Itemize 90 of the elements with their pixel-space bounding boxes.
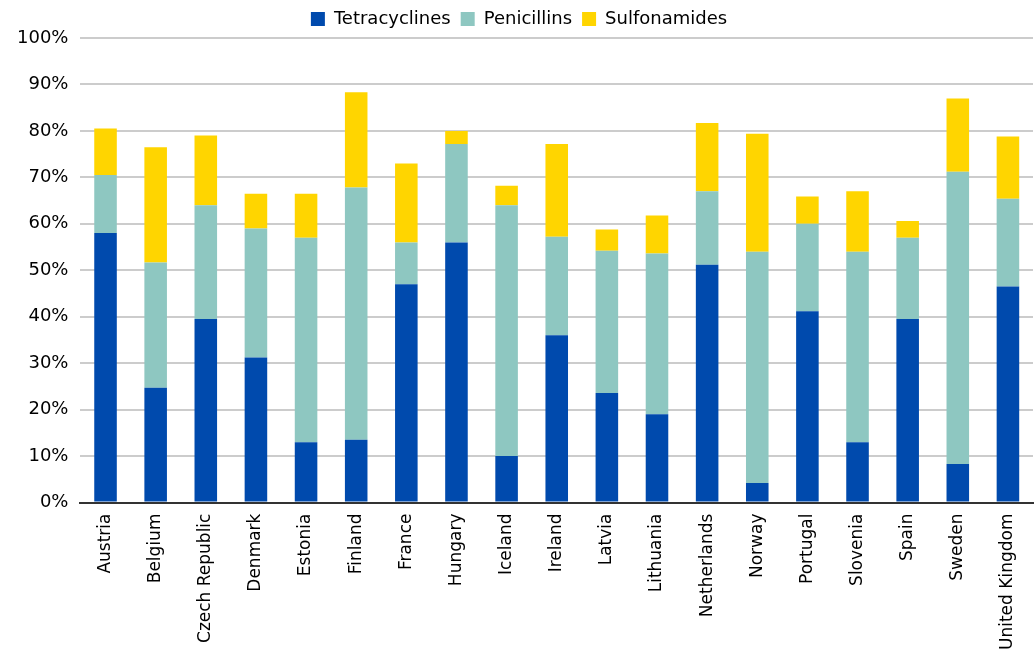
bar — [344, 439, 368, 502]
y-tick-label: 60% — [28, 211, 69, 233]
bar — [896, 237, 919, 320]
bar — [94, 128, 117, 176]
x-tick-label: Belgium — [144, 513, 165, 584]
bar — [244, 228, 268, 358]
legend-label: Sulfonamides — [605, 6, 728, 28]
bar — [796, 223, 819, 312]
x-tick-label: Norway — [745, 513, 766, 579]
x-tick-label: United Kingdom — [996, 513, 1017, 650]
bar — [595, 392, 619, 502]
x-tick-label: Finland — [344, 513, 365, 575]
x-tick-label: Ireland — [545, 513, 566, 573]
bar — [896, 319, 919, 502]
bar — [94, 233, 117, 502]
x-tick-label: Portugal — [795, 513, 816, 584]
bar — [946, 171, 970, 464]
x-tick-label: Slovenia — [845, 513, 866, 586]
bar — [996, 286, 1020, 502]
bar — [194, 319, 218, 502]
bar — [996, 198, 1020, 287]
bar — [344, 92, 368, 188]
x-tick-label: Estonia — [294, 513, 315, 577]
bar — [645, 215, 669, 254]
bar — [194, 135, 218, 206]
bar — [445, 143, 468, 243]
x-tick-label: Hungary — [444, 513, 465, 587]
bar — [445, 130, 468, 144]
bar — [946, 98, 970, 172]
bar — [645, 414, 669, 502]
y-tick-label: 0% — [39, 490, 69, 512]
x-tick-label: Netherlands — [695, 513, 716, 618]
y-tick-label: 70% — [28, 165, 69, 187]
bar — [445, 242, 468, 502]
bar — [395, 242, 418, 285]
x-tick-label: Lithuania — [645, 513, 666, 593]
bar — [846, 442, 869, 502]
bar — [745, 133, 769, 252]
bar — [495, 185, 518, 206]
x-tick-label: Denmark — [244, 513, 265, 592]
y-tick-label: 30% — [28, 350, 69, 372]
legend-label: Tetracyclines — [332, 6, 451, 28]
y-tick-label: 20% — [28, 397, 69, 419]
bar — [745, 251, 769, 484]
y-tick-label: 100% — [16, 25, 69, 47]
bar — [745, 483, 769, 502]
y-tick-label: 10% — [28, 443, 69, 465]
bar — [244, 357, 268, 502]
x-tick-label: Spain — [896, 513, 917, 562]
bar — [395, 163, 418, 243]
bar — [144, 387, 167, 502]
y-tick-label: 40% — [28, 304, 69, 326]
x-tick-label: France — [394, 513, 415, 571]
x-tick-label: Iceland — [495, 513, 516, 576]
bar — [344, 187, 368, 440]
bar — [846, 191, 869, 252]
bar — [144, 147, 167, 263]
bar — [144, 262, 167, 388]
bar — [244, 193, 268, 229]
y-tick-label: 50% — [28, 257, 69, 279]
bar — [695, 264, 719, 502]
bar — [645, 253, 669, 415]
bar — [846, 251, 869, 443]
bar — [294, 442, 318, 502]
y-tick-label: 90% — [28, 72, 69, 94]
bar — [695, 123, 719, 192]
x-tick-label: Sweden — [946, 513, 967, 581]
bar — [545, 143, 569, 237]
bar — [695, 191, 719, 265]
bar — [595, 229, 619, 251]
bar — [495, 205, 518, 457]
bar — [996, 136, 1020, 199]
bar — [545, 236, 569, 336]
bar — [896, 221, 919, 238]
bar — [94, 175, 117, 234]
y-tick-label: 80% — [28, 118, 69, 140]
bar — [796, 311, 819, 502]
bar — [294, 193, 318, 238]
bar — [946, 463, 970, 502]
bar — [194, 205, 218, 320]
bar — [294, 237, 318, 443]
legend-label: Penicillins — [483, 6, 573, 28]
bar — [545, 335, 569, 502]
x-tick-label: Austria — [93, 513, 114, 574]
x-tick-label: Latvia — [595, 513, 616, 566]
bar — [495, 456, 518, 502]
bar — [395, 284, 418, 502]
bar — [595, 250, 619, 393]
bar — [796, 196, 819, 224]
x-tick-label: Czech Republic — [194, 513, 215, 643]
